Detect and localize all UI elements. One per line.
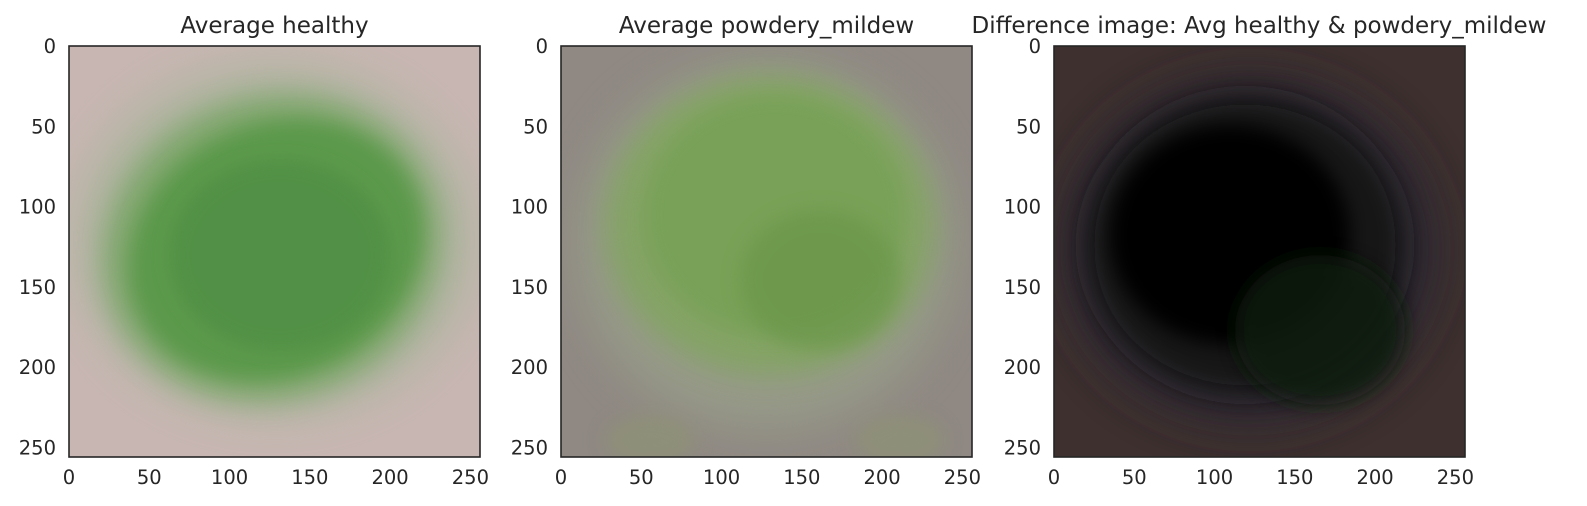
y-tick-label: 100	[1004, 196, 1041, 219]
panel-3-title: Difference image: Avg healthy & powdery_…	[971, 13, 1546, 39]
x-tick-label: 200	[1356, 466, 1393, 489]
x-tick-label: 250	[452, 466, 489, 489]
y-tick-label: 150	[511, 276, 548, 299]
y-tick-label: 200	[1004, 356, 1041, 379]
y-tick-label: 0	[44, 35, 56, 58]
y-tick-label: 50	[1016, 115, 1041, 138]
y-tick-label: 100	[511, 196, 548, 219]
y-tick-label: 150	[19, 276, 56, 299]
x-tick-label: 0	[1048, 466, 1060, 489]
panel-1-frame	[68, 45, 481, 458]
y-tick-label: 50	[31, 115, 56, 138]
x-tick-label: 100	[211, 466, 248, 489]
x-tick-label: 200	[371, 466, 408, 489]
x-tick-label: 0	[555, 466, 567, 489]
y-tick-label: 200	[19, 356, 56, 379]
average-powdery-mildew-image	[561, 46, 972, 457]
y-tick-label: 250	[1004, 436, 1041, 459]
y-tick-label: 0	[536, 35, 548, 58]
x-tick-label: 250	[1437, 466, 1474, 489]
x-tick-label: 50	[137, 466, 162, 489]
x-tick-label: 50	[1122, 466, 1147, 489]
y-tick-label: 200	[511, 356, 548, 379]
panel-average-healthy: Average healthy	[68, 13, 481, 458]
y-tick-label: 150	[1004, 276, 1041, 299]
x-tick-label: 100	[1196, 466, 1233, 489]
x-tick-label: 200	[863, 466, 900, 489]
panel-2-frame	[560, 45, 973, 458]
y-tick-label: 250	[19, 436, 56, 459]
x-tick-label: 50	[629, 466, 654, 489]
panel-difference-image: Difference image: Avg healthy & powdery_…	[971, 13, 1547, 458]
average-healthy-image	[69, 46, 480, 457]
panel-3-frame	[1053, 45, 1466, 458]
panel-1-title: Average healthy	[180, 13, 368, 39]
panel-average-powdery-mildew: Average powdery_mildew	[560, 13, 973, 458]
y-tick-label: 100	[19, 196, 56, 219]
x-tick-label: 250	[944, 466, 981, 489]
x-tick-label: 0	[63, 466, 75, 489]
x-tick-label: 150	[291, 466, 328, 489]
panel-2-title: Average powdery_mildew	[619, 13, 914, 39]
x-tick-label: 100	[703, 466, 740, 489]
tick-layer: 0 50 100 150 200 250 0 50 100 150 200 250 0 50 100 150 2…	[19, 35, 1474, 489]
x-tick-label: 150	[783, 466, 820, 489]
y-tick-label: 250	[511, 436, 548, 459]
x-tick-label: 150	[1276, 466, 1313, 489]
y-tick-label: 50	[523, 115, 548, 138]
difference-image	[1054, 46, 1465, 457]
y-tick-label: 0	[1029, 35, 1041, 58]
